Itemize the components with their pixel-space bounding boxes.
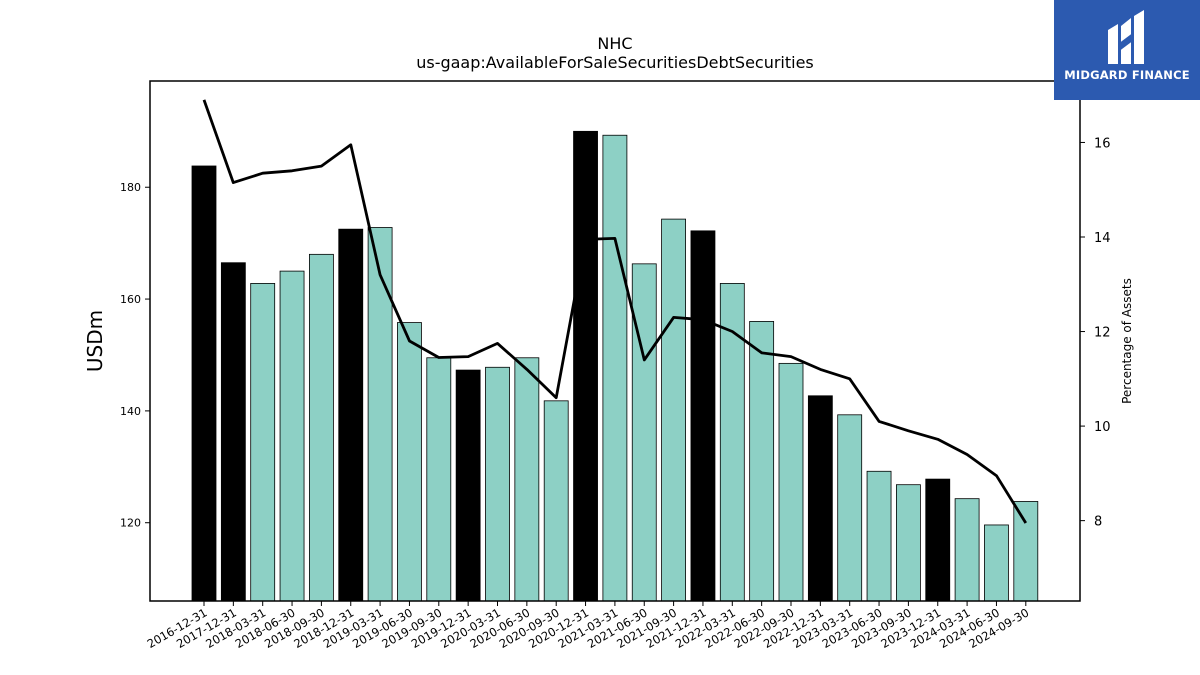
y2-tick-label: 10 [1094, 420, 1111, 435]
bar-2024-09-30 [1013, 501, 1039, 602]
x-axis: 2016-12-312017-12-312018-03-312018-06-30… [145, 601, 1031, 651]
bar-2020-03-31 [485, 366, 510, 602]
y-axis-left: 120 140 160 180 [120, 181, 150, 530]
bar-2023-03-31 [837, 414, 863, 602]
bar-2021-06-30 [631, 263, 657, 602]
y2-tick-label: 14 [1094, 231, 1111, 246]
bar-2020-06-30 [514, 357, 540, 602]
bar-2018-03-31 [250, 283, 276, 602]
bar-2022-06-30 [749, 321, 775, 602]
bar-2023-06-30 [866, 470, 892, 602]
bar-2022-12-31 [807, 395, 833, 602]
bar-2022-09-30 [778, 362, 804, 602]
y2-tick-label: 8 [1094, 515, 1102, 530]
bar-2019-09-30 [426, 357, 452, 602]
bar-2019-03-31 [367, 227, 393, 602]
y2-axis-label: Percentage of Assets [1120, 278, 1134, 404]
bar-2019-06-30 [397, 322, 422, 602]
y-tick-label: 140 [120, 405, 141, 418]
bar-2024-06-30 [984, 524, 1009, 602]
y2-tick-label: 16 [1094, 136, 1111, 151]
bar-2024-03-31 [954, 498, 980, 602]
bar-2017-12-31 [220, 262, 246, 602]
y-axis-label: USDm [83, 310, 107, 372]
bar-2021-12-31 [690, 230, 716, 602]
y-tick-label: 120 [120, 517, 141, 530]
line-series [202, 99, 1027, 524]
bar-2018-06-30 [279, 270, 305, 602]
chart-subtitle: us-gaap:AvailableForSaleSecuritiesDebtSe… [416, 53, 814, 72]
bar-2021-09-30 [661, 218, 686, 602]
bar-2018-12-31 [338, 228, 364, 602]
logo-text: MIDGARD FINANCE [1064, 68, 1190, 82]
bar-series [191, 130, 1039, 602]
bar-2021-03-31 [602, 134, 628, 602]
y2-tick-label: 12 [1094, 326, 1111, 341]
midgard-logo-icon [1108, 10, 1144, 64]
chart-title: NHC [597, 34, 632, 53]
bar-2019-12-31 [455, 369, 481, 602]
percentage-of-assets-line [202, 99, 1027, 524]
bar-2020-12-31 [573, 130, 598, 602]
y-tick-label: 180 [120, 181, 141, 194]
midgard-finance-logo: MIDGARD FINANCE [1054, 0, 1200, 100]
y-tick-label: 160 [120, 293, 141, 306]
bar-2016-12-31 [191, 165, 217, 602]
y-axis-right: 8 10 12 14 16 [1080, 136, 1111, 530]
bar-2018-09-30 [308, 253, 334, 602]
bar-2020-09-30 [543, 400, 569, 602]
bar-2023-12-31 [925, 478, 951, 602]
bar-2023-09-30 [896, 484, 921, 602]
